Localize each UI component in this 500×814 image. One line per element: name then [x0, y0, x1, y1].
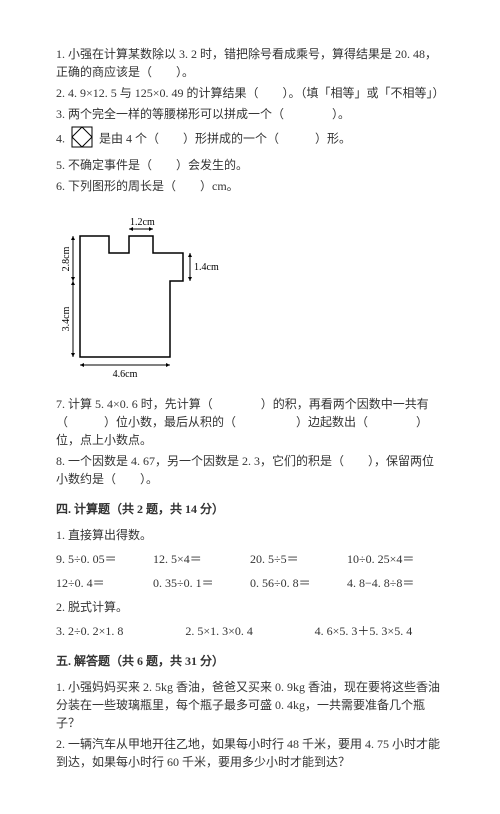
expr-cell: 2. 5×1. 3×0. 4 — [185, 622, 314, 640]
question-3: 3. 两个完全一样的等腰梯形可以拼成一个（ ）。 — [56, 105, 444, 123]
question-8: 8. 一个因数是 4. 67，另一个因数是 2. 3，它们的积是（ ），保留两位… — [56, 452, 444, 488]
calc-cell: 20. 5÷5＝ — [250, 550, 347, 568]
question-4: 4. 是由 4 个（ ）形拼成的一个（ ）形。 — [56, 126, 444, 153]
calc-cell: 10÷0. 25×4＝ — [347, 550, 444, 568]
question-7: 7. 计算 5. 4×0. 6 时，先计算（ ）的积，再看两个因数中一共有（ ）… — [56, 395, 444, 449]
expr-cell: 4. 6×5. 3＋5. 3×5. 4 — [315, 622, 444, 640]
question-1: 1. 小强在计算某数除以 3. 2 时，错把除号看成乘号，算得结果是 20. 4… — [56, 45, 444, 81]
page: 1. 小强在计算某数除以 3. 2 时，错把除号看成乘号，算得结果是 20. 4… — [0, 0, 500, 814]
label-bottom-w: 4.6cm — [113, 369, 138, 380]
calc-cell: 9. 5÷0. 05＝ — [56, 550, 153, 568]
sec5-q1: 1. 小强妈妈买来 2. 5kg 香油，爸爸又买来 0. 9kg 香油，现在要将… — [56, 678, 444, 732]
label-left-h: 2.8cm — [61, 246, 72, 271]
sec4-q1: 1. 直接算出得数。 — [56, 526, 444, 544]
calc-row-2: 12÷0. 4＝ 0. 35÷0. 1＝ 0. 56÷0. 8＝ 4. 8−4.… — [56, 574, 444, 592]
perimeter-figure: 1.2cm 1.4cm 2.8cm 3.4cm 4.6cm — [56, 207, 444, 387]
calc-cell: 0. 35÷0. 1＝ — [153, 574, 250, 592]
sec4-q2: 2. 脱式计算。 — [56, 598, 444, 616]
calc-cell: 12÷0. 4＝ — [56, 574, 153, 592]
calc-cell: 4. 8−4. 8÷8＝ — [347, 574, 444, 592]
label-mid-h: 3.4cm — [61, 306, 72, 331]
diamond-icon — [71, 126, 93, 153]
calc-row-1: 9. 5÷0. 05＝ 12. 5×4＝ 20. 5÷5＝ 10÷0. 25×4… — [56, 550, 444, 568]
expr-row: 3. 2÷0. 2×1. 8 2. 5×1. 3×0. 4 4. 6×5. 3＋… — [56, 622, 444, 640]
calc-cell: 12. 5×4＝ — [153, 550, 250, 568]
question-2: 2. 4. 9×12. 5 与 125×0. 49 的计算结果（ ）。（填「相等… — [56, 84, 444, 102]
q4-suffix: 是由 4 个（ ）形拼成的一个（ ）形。 — [99, 131, 351, 145]
q4-prefix: 4. — [56, 131, 65, 145]
section-5-title: 五. 解答题（共 6 题，共 31 分） — [56, 652, 444, 670]
calc-cell: 0. 56÷0. 8＝ — [250, 574, 347, 592]
expr-cell: 3. 2÷0. 2×1. 8 — [56, 622, 185, 640]
label-top-w: 1.2cm — [130, 217, 155, 228]
question-6: 6. 下列图形的周长是（ ）cm。 — [56, 177, 444, 195]
sec5-q2: 2. 一辆汽车从甲地开往乙地，如果每小时行 48 千米，要用 4. 75 小时才… — [56, 735, 444, 771]
section-4-title: 四. 计算题（共 2 题，共 14 分） — [56, 500, 444, 518]
question-5: 5. 不确定事件是（ ）会发生的。 — [56, 156, 444, 174]
label-right-h: 1.4cm — [194, 262, 219, 273]
